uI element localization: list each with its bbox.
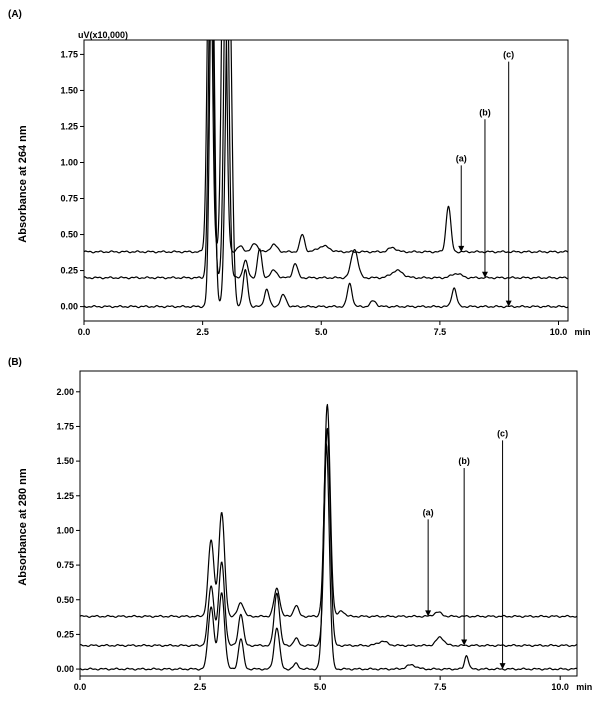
arrow-annotation-label: (a) (456, 153, 467, 163)
arrow-head-icon (458, 245, 465, 252)
y-tick-label: 1.50 (56, 456, 74, 466)
panel-b-chart: (B) Absorbance at 280 nm 0.00 0.25 0.50 0.7… (8, 357, 592, 692)
panel-a-plot-area: 0.00 0.25 0.50 0.75 1.00 1.25 1.50 1.75 0.0 2.5 5.… (60, 39, 591, 337)
x-tick-label: 0.0 (74, 682, 87, 692)
panel-b-plot-area: 0.00 0.25 0.50 0.75 1.00 1.25 1.50 1.75 2.00 0.0 2… (56, 370, 592, 692)
y-tick-label: 0.25 (60, 266, 78, 276)
x-unit-label: min (575, 327, 591, 337)
y-tick-label: 1.00 (56, 525, 74, 535)
y-tick-label: 0.25 (56, 629, 74, 639)
y-tick-label: 0.00 (56, 664, 74, 674)
y-tick-label: 1.25 (60, 121, 78, 131)
arrow-head-icon (505, 300, 512, 307)
x-tick-label: 2.5 (194, 682, 207, 692)
x-tick-label: 7.5 (434, 327, 447, 337)
chromatogram-trace-1 (80, 403, 577, 618)
panel-b-label: (B) (8, 357, 22, 368)
panel-a-ylabel: Absorbance at 264 nm (17, 125, 29, 243)
plot-frame (79, 370, 578, 677)
panel-a-chart: (A) uV(x10,000) Absorbance at 264 nm 0.0… (8, 9, 591, 337)
x-tick-label: 10.0 (551, 682, 569, 692)
panel-b-ylabel: Absorbance at 280 nm (17, 468, 29, 586)
arrow-annotation-label: (b) (479, 107, 491, 117)
y-tick-label: 0.50 (56, 595, 74, 605)
x-tick-label: 2.5 (196, 327, 209, 337)
arrow-head-icon (425, 610, 432, 617)
chromatogram-trace-2 (84, 40, 568, 280)
chromatogram-trace-3 (84, 40, 568, 309)
panel-a-label: (A) (8, 9, 22, 20)
x-tick-label: 0.0 (78, 327, 91, 337)
y-tick-label: 1.00 (60, 157, 78, 167)
chromatogram-trace-1 (84, 40, 568, 254)
y-tick-label: 0.50 (60, 230, 78, 240)
chromatogram-trace-3 (80, 443, 577, 671)
arrow-annotation-label: (c) (497, 428, 508, 438)
chromatogram-trace-2 (80, 427, 577, 648)
y-tick-label: 0.00 (60, 302, 78, 312)
x-tick-label: 7.5 (434, 682, 447, 692)
y-tick-label: 0.75 (56, 560, 74, 570)
panel-a-y-unit: uV(x10,000) (78, 30, 128, 40)
y-tick-label: 2.00 (56, 387, 74, 397)
plot-frame (83, 39, 569, 322)
x-tick-label: 5.0 (314, 682, 327, 692)
y-tick-label: 1.50 (60, 85, 78, 95)
arrow-annotation-label: (a) (423, 507, 434, 517)
arrow-head-icon (481, 271, 488, 278)
y-tick-label: 1.75 (56, 421, 74, 431)
arrow-head-icon (499, 663, 506, 670)
arrow-annotation-label: (c) (503, 50, 514, 60)
y-tick-label: 1.25 (56, 491, 74, 501)
arrow-head-icon (461, 639, 468, 646)
x-unit-label: min (576, 682, 592, 692)
x-tick-label: 10.0 (550, 327, 568, 337)
y-tick-label: 0.75 (60, 194, 78, 204)
arrow-annotation-label: (b) (458, 456, 470, 466)
x-tick-label: 5.0 (315, 327, 328, 337)
y-tick-label: 1.75 (60, 49, 78, 59)
